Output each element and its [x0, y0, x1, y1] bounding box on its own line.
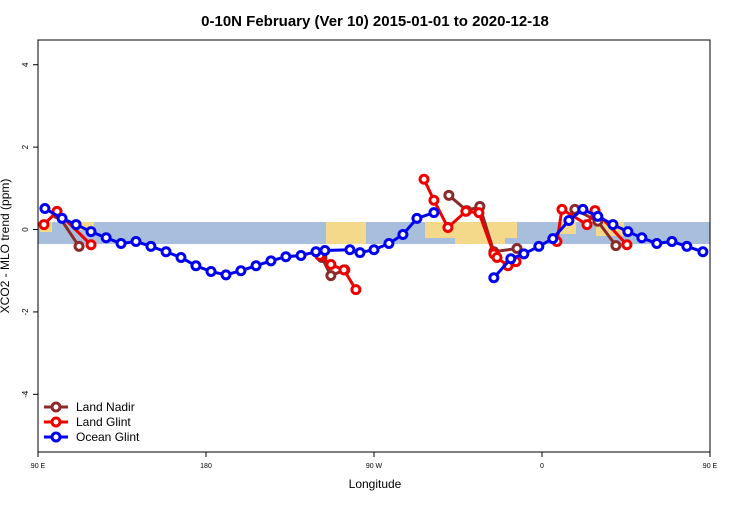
point — [70, 219, 82, 231]
legend-label: Ocean Glint — [76, 430, 140, 444]
point — [85, 239, 97, 251]
point — [160, 246, 172, 258]
point — [473, 207, 485, 219]
y-tick-label: 0 — [21, 227, 30, 232]
legend-marker — [50, 401, 62, 413]
point — [235, 265, 247, 277]
point — [205, 266, 217, 278]
point — [518, 248, 530, 260]
x-tick-label: 90 E — [31, 463, 46, 470]
point — [607, 219, 619, 231]
point — [383, 238, 395, 250]
legend-label: Land Nadir — [76, 400, 135, 414]
point — [622, 226, 634, 238]
point — [411, 212, 423, 224]
chart-title: 0-10N February (Ver 10) 2015-01-01 to 20… — [201, 13, 549, 30]
y-tick-label: -4 — [21, 390, 30, 398]
x-tick-label: 90 W — [366, 463, 383, 470]
point — [280, 251, 292, 263]
point — [338, 264, 350, 276]
point — [73, 240, 85, 252]
point — [220, 269, 232, 281]
point — [397, 228, 409, 240]
point — [533, 240, 545, 252]
point — [56, 212, 68, 224]
legend-label: Land Glint — [76, 415, 131, 429]
point — [547, 233, 559, 245]
point — [563, 214, 575, 226]
point — [488, 272, 500, 284]
y-axis-label: XCO2 - MLO trend (ppm) — [0, 179, 12, 314]
legend-marker — [50, 416, 62, 428]
point — [428, 194, 440, 206]
point — [556, 203, 568, 215]
point — [325, 259, 337, 271]
point — [581, 219, 593, 231]
x-tick-label: 180 — [200, 463, 212, 470]
point — [577, 203, 589, 215]
y-tick-label: -2 — [21, 308, 30, 316]
point — [250, 260, 262, 272]
point — [190, 260, 202, 272]
point — [350, 284, 362, 296]
point — [145, 240, 157, 252]
point — [38, 219, 50, 231]
y-tick-label: 4 — [21, 62, 30, 67]
point — [319, 245, 331, 257]
point — [344, 244, 356, 256]
point — [85, 226, 97, 238]
x-axis-label: Longitude — [349, 477, 402, 491]
point — [418, 173, 430, 185]
point — [428, 207, 440, 219]
point — [651, 238, 663, 250]
point — [39, 203, 51, 215]
point — [511, 242, 523, 254]
point — [175, 252, 187, 264]
point — [621, 239, 633, 251]
point — [460, 205, 472, 217]
point — [295, 249, 307, 261]
point — [100, 232, 112, 244]
point — [666, 235, 678, 247]
point — [610, 240, 622, 252]
point — [681, 240, 693, 252]
legend-marker — [50, 431, 62, 443]
point — [130, 235, 142, 247]
point — [491, 252, 503, 264]
point — [636, 232, 648, 244]
point — [115, 238, 127, 250]
point — [697, 246, 709, 258]
y-tick-label: 2 — [21, 144, 30, 149]
x-tick-label: 0 — [540, 463, 544, 470]
point — [505, 253, 517, 265]
point — [443, 189, 455, 201]
point — [310, 246, 322, 258]
point — [592, 210, 604, 222]
point — [442, 221, 454, 233]
point — [325, 270, 337, 282]
x-tick-label: 90 E — [703, 463, 718, 470]
point — [354, 247, 366, 259]
point — [368, 244, 380, 256]
point — [265, 255, 277, 267]
